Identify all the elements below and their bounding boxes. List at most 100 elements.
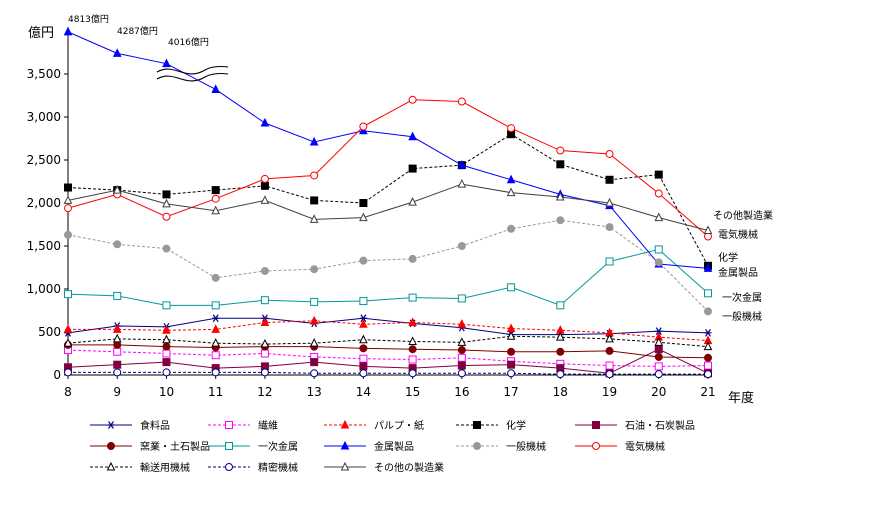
axis-break-value: 4813億円: [68, 13, 109, 25]
x-tick-label: 20: [651, 385, 666, 399]
data-point: [556, 160, 565, 169]
data-point: [162, 301, 171, 310]
data-point: [605, 257, 614, 266]
data-point: [63, 26, 73, 36]
data-point: [359, 212, 368, 222]
data-point: [260, 117, 270, 127]
data-point: [64, 368, 72, 377]
data-point: [506, 174, 516, 184]
data-point: [310, 171, 319, 180]
data-point: [260, 296, 269, 305]
data-point: [408, 336, 417, 345]
data-point: [457, 242, 466, 250]
data-point: [457, 346, 466, 355]
data-point: [113, 360, 122, 369]
data-point: [64, 204, 72, 213]
data-point: [225, 421, 233, 429]
data-point: [654, 245, 663, 254]
data-point: [310, 265, 319, 274]
data-point: [162, 342, 171, 351]
data-point: [63, 338, 73, 347]
series-5: [64, 345, 712, 378]
legend-item: 輸送用機械: [90, 461, 190, 474]
data-point: [260, 349, 269, 358]
data-point: [359, 297, 368, 306]
data-point: [225, 463, 233, 471]
data-point: [556, 301, 565, 310]
data-point: [605, 223, 614, 232]
series-9: [64, 216, 712, 316]
data-point: [211, 194, 220, 203]
y-tick-label: 3,500: [27, 67, 61, 81]
data-point: [211, 368, 220, 377]
legend-item: 繊維: [208, 419, 278, 432]
data-point: [507, 124, 516, 133]
x-tick-label: 21: [700, 385, 715, 399]
series-6: [64, 340, 712, 362]
series-line: [68, 371, 708, 375]
legend-item: 金属製品: [324, 440, 414, 453]
data-point: [162, 325, 171, 334]
y-tick-label: 2,000: [27, 196, 61, 210]
legend-item: 化学: [456, 419, 526, 432]
data-point: [64, 183, 72, 192]
data-point: [106, 461, 116, 471]
data-point: [408, 355, 417, 364]
data-point: [605, 333, 614, 343]
legend-item: 窯業・土石製品: [90, 440, 210, 453]
legend-item: パルプ・紙: [324, 419, 424, 432]
data-point: [605, 346, 614, 355]
data-point: [703, 225, 713, 235]
data-point: [704, 370, 712, 379]
legend-label: 食料品: [140, 419, 170, 432]
data-point: [225, 442, 233, 450]
legend-item: その他の製造業: [324, 461, 444, 474]
data-point: [457, 97, 466, 106]
data-point: [260, 368, 269, 377]
axis-break-mark: [156, 72, 229, 82]
data-point: [704, 361, 712, 370]
data-point: [654, 362, 663, 371]
y-tick-label: 2,500: [27, 153, 61, 167]
axes: 0 500 1,000 1,500 2,000 2,500 3,000 3,500 億円 8 9 10…: [27, 25, 754, 406]
data-point: [654, 352, 663, 361]
series-8: [63, 26, 713, 272]
data-point: [211, 205, 221, 215]
end-label: 金属製品: [718, 266, 758, 279]
data-point: [704, 353, 712, 362]
data-point: [359, 314, 367, 323]
data-point: [408, 131, 417, 141]
data-point: [310, 358, 319, 367]
y-tick-label: 500: [38, 325, 61, 339]
data-point: [506, 331, 516, 340]
series-line: [67, 349, 709, 367]
series-line: [67, 133, 709, 267]
data-point: [654, 212, 664, 222]
legend-item: 食料品: [90, 419, 170, 432]
data-point: [260, 195, 270, 204]
series-12: [64, 368, 712, 379]
data-point: [704, 232, 712, 241]
legend-item: 電気機械: [575, 440, 665, 453]
x-tick-label: 10: [159, 385, 174, 399]
series-layer: [63, 26, 713, 379]
data-point: [605, 175, 614, 184]
axis-break-value: 4287億円: [117, 25, 158, 37]
data-point: [654, 370, 663, 379]
data-point: [107, 442, 115, 450]
data-point: [309, 214, 319, 223]
data-point: [211, 186, 220, 195]
data-point: [473, 442, 481, 450]
data-point: [359, 344, 368, 353]
data-point: [212, 314, 220, 323]
data-point: [359, 369, 368, 378]
legend-item: 一般機械: [456, 440, 546, 453]
data-point: [211, 273, 220, 282]
data-point: [704, 307, 712, 316]
data-point: [507, 360, 516, 369]
data-point: [605, 197, 614, 207]
data-point: [64, 230, 72, 239]
data-point: [162, 368, 171, 377]
data-point: [457, 361, 466, 370]
